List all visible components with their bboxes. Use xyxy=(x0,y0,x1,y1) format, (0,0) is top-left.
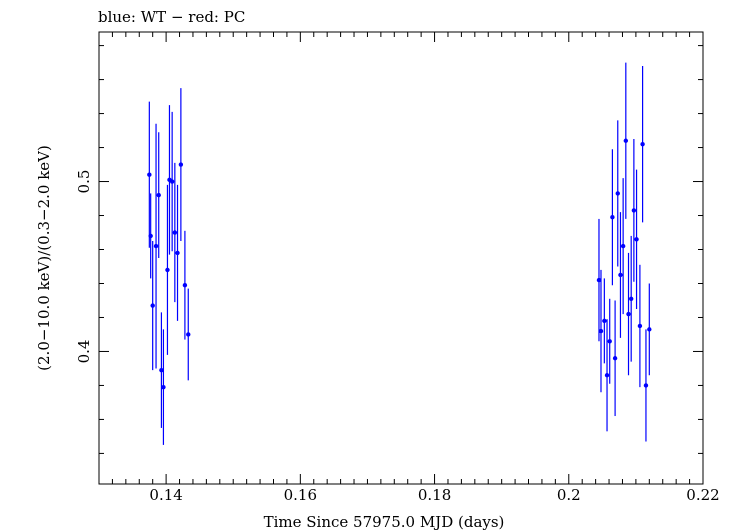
data-point xyxy=(175,250,180,256)
x-tick-label: 0.16 xyxy=(284,486,317,504)
data-point xyxy=(637,323,643,329)
data-point xyxy=(159,367,164,373)
data-point xyxy=(596,277,602,283)
data-point xyxy=(169,179,175,184)
data-point xyxy=(647,327,652,332)
plot-frame xyxy=(98,31,704,485)
x-axis-label: Time Since 57975.0 MJD (days) xyxy=(264,513,505,531)
y-tick-labels: 0.4 0.5 xyxy=(75,170,93,364)
data-point xyxy=(643,383,649,388)
data-point xyxy=(640,141,645,147)
x-tick-labels: 0.14 0.16 0.18 0.2 0.22 xyxy=(149,486,719,504)
data-point xyxy=(610,215,615,220)
y-axis-label: (2.0−10.0 keV)/(0.3−2.0 keV) xyxy=(35,145,53,371)
x-tick-label: 0.18 xyxy=(418,486,451,504)
data-point xyxy=(150,303,155,308)
x-tick-label: 0.22 xyxy=(686,486,719,504)
data-point xyxy=(626,311,631,317)
data-point xyxy=(628,296,634,301)
data-point xyxy=(598,328,604,334)
x-tick-label: 0.2 xyxy=(557,486,581,504)
data-point xyxy=(148,233,153,239)
data-point xyxy=(620,243,626,249)
y-tick-label: 0.4 xyxy=(75,340,93,364)
axis-ticks xyxy=(98,32,704,484)
data-point xyxy=(153,243,159,249)
data-point xyxy=(178,162,184,167)
data-point xyxy=(172,230,178,235)
data-point xyxy=(604,373,610,378)
data-point xyxy=(182,282,188,288)
data-point xyxy=(147,172,152,177)
data-point xyxy=(602,318,607,324)
data-point xyxy=(156,192,161,198)
data-point xyxy=(618,272,623,278)
y-tick-label: 0.5 xyxy=(75,170,93,194)
data-point xyxy=(623,138,629,143)
data-point xyxy=(607,339,612,344)
data-point xyxy=(615,191,620,196)
chart-title: blue: WT − red: PC xyxy=(98,8,245,26)
data-points xyxy=(147,62,652,445)
data-point xyxy=(631,208,637,213)
data-point xyxy=(165,267,170,273)
data-point xyxy=(186,332,191,337)
data-point xyxy=(612,356,618,361)
data-point xyxy=(161,384,166,390)
data-point xyxy=(634,237,639,242)
x-tick-label: 0.14 xyxy=(149,486,182,504)
